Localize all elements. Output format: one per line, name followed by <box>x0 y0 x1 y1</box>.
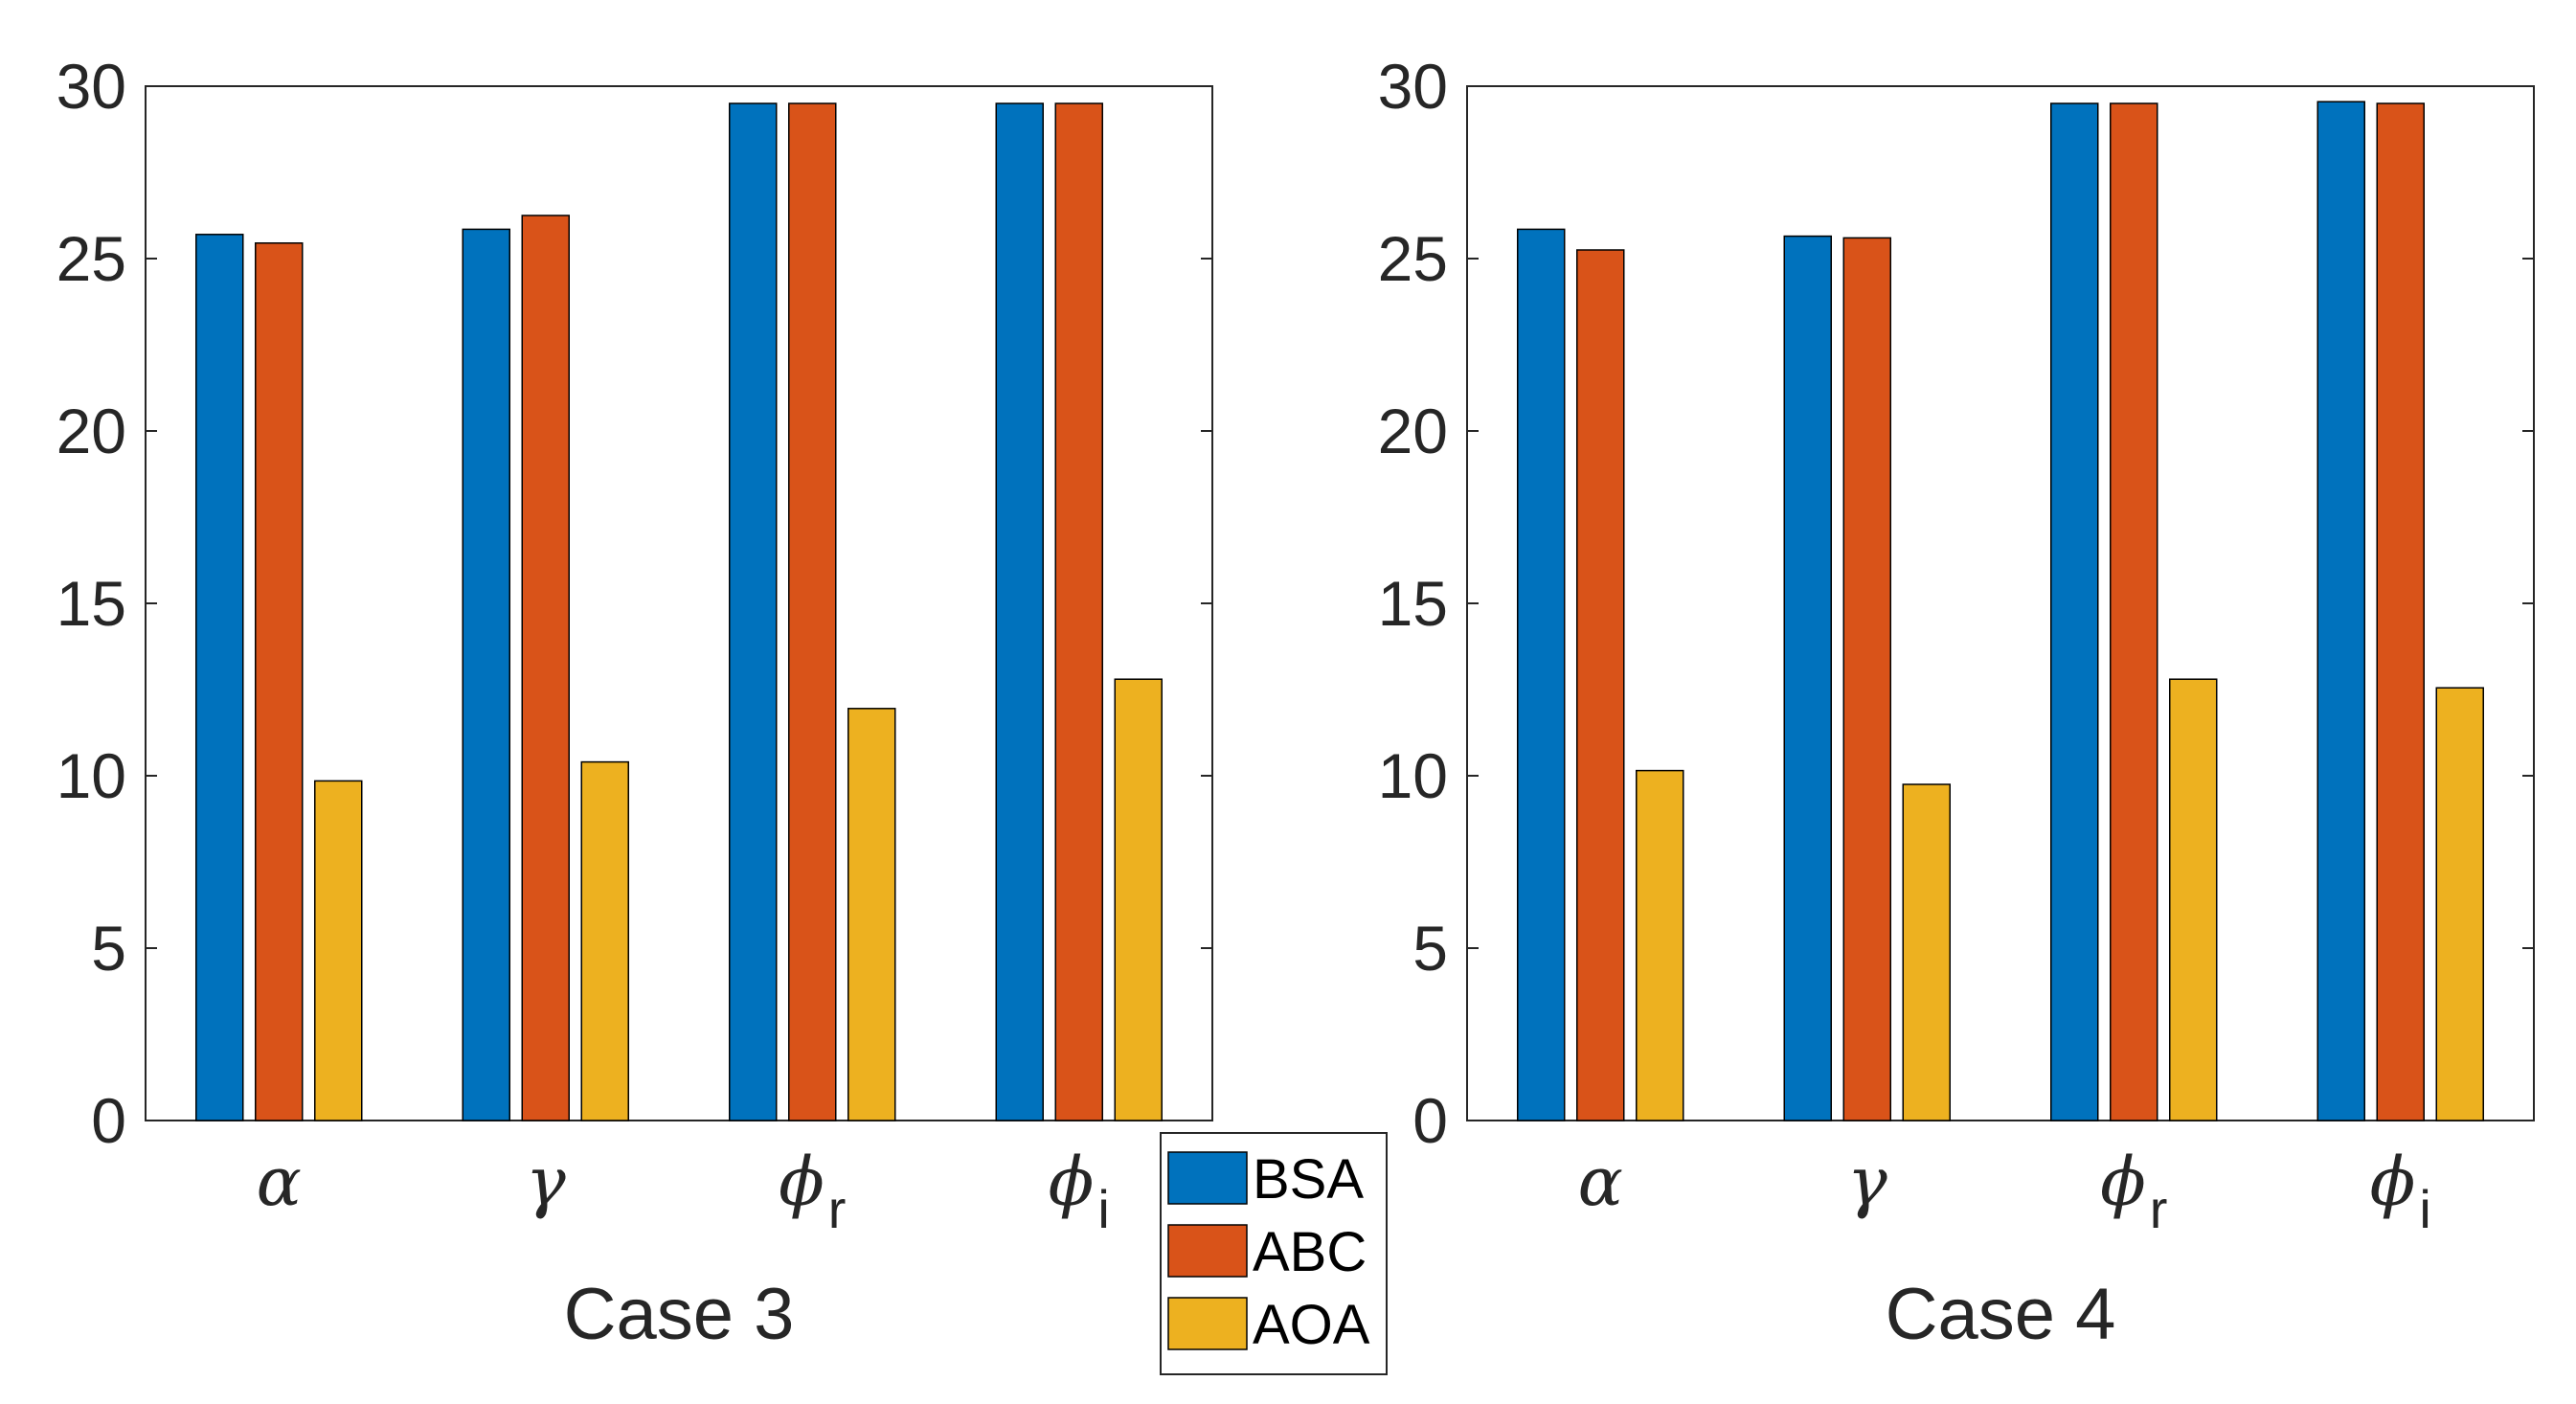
chart-panel-1: 0 5 10 15 20 25 30 α γ ϕr ϕi Case 3 <box>56 51 1213 1355</box>
x-tick-label: α <box>1578 1143 1623 1221</box>
bar-abc-2 <box>521 215 570 1121</box>
bar-abc-3 <box>2110 102 2158 1121</box>
legend-swatch-abc <box>1167 1224 1248 1278</box>
bar-abc-1 <box>255 242 304 1121</box>
legend-label-bsa: BSA <box>1253 1148 1364 1211</box>
legend-label-abc: ABC <box>1253 1221 1367 1283</box>
x-axis-label: Case 3 <box>564 1274 795 1355</box>
y-tick-label: 10 <box>1378 740 1448 811</box>
legend-label-aoa: AOA <box>1253 1294 1370 1356</box>
bar-bsa-3 <box>2050 102 2099 1121</box>
bar-abc-2 <box>1842 237 1891 1121</box>
y-tick-label: 30 <box>56 51 126 122</box>
y-tick-label: 20 <box>56 396 126 466</box>
bar-abc-4 <box>2376 102 2425 1121</box>
bar-aoa-1 <box>314 780 363 1121</box>
bar-aoa-1 <box>1636 769 1684 1121</box>
bar-bsa-3 <box>729 102 778 1121</box>
bar-bsa-2 <box>1783 235 1832 1121</box>
bar-bsa-4 <box>2316 101 2365 1121</box>
y-tick-label: 0 <box>91 1085 126 1156</box>
bar-aoa-4 <box>1114 678 1163 1121</box>
y-tick-label: 20 <box>1378 396 1448 466</box>
y-tick-label: 5 <box>1412 913 1448 984</box>
x-tick-label: ϕr <box>2100 1143 2167 1239</box>
bar-aoa-4 <box>2435 687 2484 1121</box>
y-tick-label: 10 <box>56 740 126 811</box>
bar-bsa-1 <box>195 234 244 1121</box>
x-axis-label: Case 4 <box>1886 1274 2116 1355</box>
y-tick-label: 0 <box>1412 1085 1448 1156</box>
bar-abc-1 <box>1576 249 1625 1121</box>
x-tick-label: α <box>257 1143 302 1221</box>
y-tick-label: 25 <box>1378 223 1448 294</box>
bar-aoa-3 <box>847 708 896 1121</box>
bar-bsa-2 <box>462 228 510 1121</box>
x-tick-label: γ <box>1847 1143 1887 1221</box>
x-tick-label: ϕi <box>2370 1143 2431 1239</box>
bar-aoa-2 <box>580 760 629 1121</box>
bar-abc-3 <box>788 102 837 1121</box>
plot-area-frame <box>145 85 1213 1121</box>
legend: BSA ABC AOA <box>1160 1132 1388 1375</box>
y-tick-label: 5 <box>91 913 126 984</box>
legend-swatch-bsa <box>1167 1151 1248 1205</box>
bar-bsa-4 <box>995 102 1044 1121</box>
x-tick-label: ϕr <box>779 1143 846 1239</box>
x-tick-label: γ <box>526 1143 566 1221</box>
y-tick-label: 15 <box>1378 568 1448 639</box>
bar-aoa-3 <box>2169 678 2218 1121</box>
legend-swatch-aoa <box>1167 1297 1248 1350</box>
bar-bsa-1 <box>1517 228 1566 1121</box>
chart-panel-2: 0 5 10 15 20 25 30 α γ ϕr ϕi Case 4 <box>1378 51 2535 1355</box>
bar-aoa-2 <box>1902 783 1951 1121</box>
y-tick-label: 30 <box>1378 51 1448 122</box>
plot-area-frame <box>1466 85 2535 1121</box>
bar-abc-4 <box>1054 102 1103 1121</box>
x-tick-label: ϕi <box>1049 1143 1110 1239</box>
y-tick-label: 25 <box>56 223 126 294</box>
y-tick-label: 15 <box>56 568 126 639</box>
